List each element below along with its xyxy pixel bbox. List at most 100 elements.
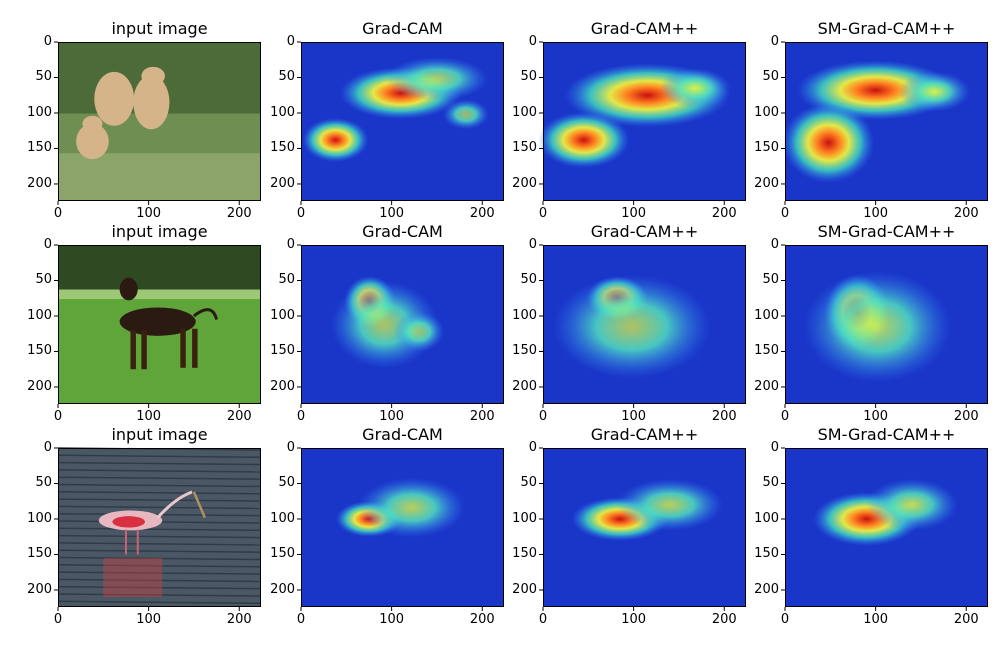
y-tick-label: 150 — [512, 140, 537, 156]
cam-axes — [539, 447, 746, 611]
y-tick-label: 0 — [528, 237, 537, 252]
y-tick-label: 0 — [528, 34, 537, 49]
y-tick-label: 0 — [770, 440, 779, 455]
x-tick-label: 200 — [469, 409, 495, 424]
y-tick-label: 0 — [286, 440, 295, 455]
y-tick-label: 150 — [27, 343, 52, 359]
x-tick-label: 100 — [863, 612, 889, 627]
heat-hotspot — [803, 270, 952, 383]
cam-axes — [539, 244, 746, 408]
subplot-title: input image — [111, 222, 208, 241]
axes-frame — [785, 245, 988, 404]
y-tick-label: 100 — [512, 307, 537, 323]
y-tick-label: 150 — [270, 343, 295, 359]
cam-axes — [297, 41, 504, 205]
x-tick-label: 200 — [226, 206, 252, 221]
y-tick-label: 200 — [270, 175, 295, 191]
y-tick-label: 100 — [270, 104, 295, 120]
heatmap-overlay — [301, 245, 504, 404]
cam-axes — [781, 41, 988, 205]
subplot-title: Grad-CAM — [362, 19, 443, 38]
x-tick-label: 100 — [621, 206, 647, 221]
y-tick-label: 50 — [762, 475, 779, 491]
y-tick-label: 100 — [754, 307, 779, 323]
y-tick-label: 150 — [512, 546, 537, 562]
x-tick-label: 0 — [780, 206, 790, 221]
y-tick-label: 200 — [754, 581, 779, 597]
heat-hotspot — [659, 68, 731, 109]
axes-frame — [543, 245, 746, 404]
x-tick-label: 100 — [379, 409, 405, 424]
x-tick-label: 200 — [226, 612, 252, 627]
cam-axes — [538, 41, 746, 205]
y-tick-label: 100 — [27, 307, 52, 323]
x-tick-label: 200 — [469, 612, 495, 627]
x-tick-label: 0 — [53, 206, 63, 221]
y-tick-label: 0 — [43, 237, 52, 252]
spoonbill-shape — [98, 490, 206, 598]
y-tick-label: 150 — [270, 546, 295, 562]
x-tick-label: 200 — [711, 206, 737, 221]
lion-cub-shape — [82, 115, 103, 132]
x-tick-label: 0 — [538, 409, 548, 424]
y-tick-label: 200 — [270, 378, 295, 394]
y-tick-label: 50 — [520, 272, 537, 288]
axes-frame — [58, 42, 261, 201]
y-tick-label: 200 — [512, 175, 537, 191]
heat-hotspot — [302, 118, 369, 162]
axes-frame — [301, 448, 504, 607]
y-tick-label: 50 — [35, 272, 52, 288]
y-tick-label: 0 — [43, 440, 52, 455]
y-tick-label: 200 — [512, 378, 537, 394]
y-tick-label: 50 — [762, 272, 779, 288]
heatmap-overlay — [543, 245, 746, 404]
y-tick-label: 100 — [27, 510, 52, 526]
y-tick-label: 50 — [35, 475, 52, 491]
y-tick-label: 0 — [43, 34, 52, 49]
y-tick-label: 150 — [27, 546, 52, 562]
x-tick-label: 0 — [296, 206, 306, 221]
x-tick-label: 0 — [780, 409, 790, 424]
x-tick-label: 100 — [136, 206, 162, 221]
subplot-title: Grad-CAM++ — [590, 19, 699, 38]
subplot-title: SM-Grad-CAM++ — [817, 19, 956, 38]
x-tick-label: 0 — [538, 206, 548, 221]
heat-hotspot — [616, 478, 724, 531]
subplot-title: SM-Grad-CAM++ — [817, 222, 956, 241]
y-tick-label: 100 — [512, 510, 537, 526]
input-photo — [58, 42, 261, 201]
y-tick-label: 200 — [27, 581, 52, 597]
cam-axes — [297, 447, 504, 611]
x-tick-label: 0 — [296, 409, 306, 424]
y-tick-label: 0 — [770, 34, 779, 49]
y-tick-label: 200 — [27, 175, 52, 191]
y-tick-label: 100 — [270, 510, 295, 526]
x-tick-label: 100 — [863, 409, 889, 424]
y-tick-label: 100 — [754, 104, 779, 120]
y-tick-label: 200 — [754, 378, 779, 394]
axes-frame — [543, 448, 746, 607]
y-tick-label: 0 — [286, 34, 295, 49]
heatmap-overlay — [543, 448, 746, 607]
heatmap-overlay — [301, 42, 504, 201]
subplot-title: SM-Grad-CAM++ — [817, 425, 956, 444]
subplot-title: Grad-CAM — [362, 425, 443, 444]
input-photo — [58, 245, 261, 404]
input-image-axes — [54, 447, 262, 611]
y-tick-label: 100 — [270, 307, 295, 323]
x-tick-label: 200 — [953, 206, 979, 221]
axes-frame — [543, 42, 746, 201]
heat-hotspot — [538, 112, 630, 168]
y-tick-label: 200 — [512, 581, 537, 597]
y-tick-label: 50 — [520, 69, 537, 85]
x-tick-label: 0 — [296, 612, 306, 627]
y-tick-label: 50 — [278, 475, 295, 491]
y-tick-label: 200 — [270, 581, 295, 597]
lion-cub-shape — [133, 75, 170, 130]
x-tick-label: 0 — [53, 612, 63, 627]
cam-axes — [297, 244, 504, 408]
input-image-axes — [54, 41, 261, 205]
axes-frame — [301, 42, 504, 201]
x-tick-label: 200 — [711, 409, 737, 424]
